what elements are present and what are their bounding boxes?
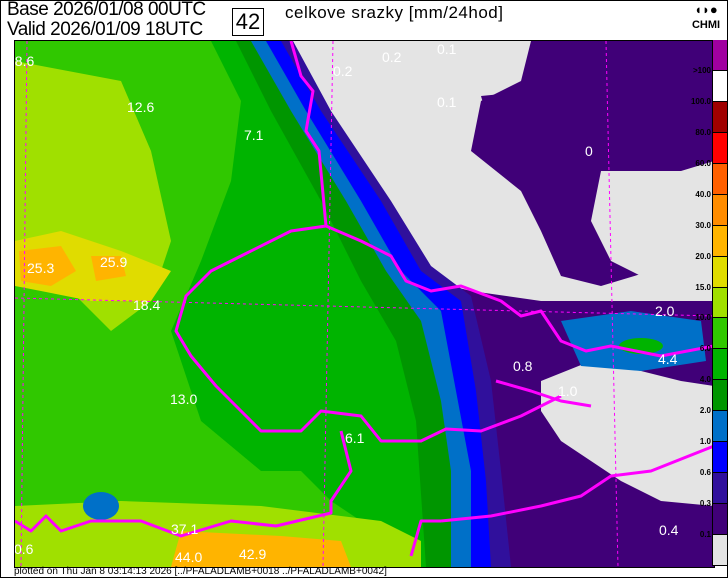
valid-label: Valid xyxy=(7,19,46,40)
plot-footer: plotted on Thu Jan 8 03:14:13 2026 [../P… xyxy=(14,566,387,577)
map-value-label: 25.9 xyxy=(100,254,128,270)
border-line xyxy=(409,519,441,557)
legend-swatch xyxy=(713,349,727,381)
map-value-label: 0.2 xyxy=(333,63,353,79)
country-borders xyxy=(15,41,714,557)
map-value-label: 0.6 xyxy=(14,541,34,557)
field-1.0-lake xyxy=(83,492,119,520)
legend-swatch xyxy=(713,40,727,71)
legend-label: 30.0 xyxy=(695,220,711,230)
field-20.0-south xyxy=(171,531,351,567)
map-value-label: 4.4 xyxy=(658,351,678,367)
graticule-line xyxy=(322,41,334,567)
valid-time: Valid 2026/01/09 18UTC xyxy=(7,20,203,40)
map-value-label: 0.1 xyxy=(437,94,457,110)
legend-label: 15.0 xyxy=(695,282,711,292)
legend-label: 0.3 xyxy=(699,499,711,509)
legend-label: 1.0 xyxy=(699,437,711,447)
legend-swatch xyxy=(713,287,727,319)
legend-label: 0.1 xyxy=(699,530,711,540)
base-time: Base 2026/01/08 00UTC xyxy=(7,0,206,20)
map-value-label: 18.6 xyxy=(14,53,35,69)
legend-label: 0.6 xyxy=(699,468,711,478)
color-legend: >100 100.0 80.0 60.0 40.0 30.0 20.0 15.0 10.0 6.0… xyxy=(691,40,727,566)
map-value-label: 0 xyxy=(585,143,593,159)
legend-label: 20.0 xyxy=(695,251,711,261)
legend-swatch xyxy=(713,70,727,102)
field-none-south xyxy=(541,361,714,506)
logo-text: CHMI xyxy=(691,19,721,31)
legend-swatch xyxy=(713,225,727,257)
border-line xyxy=(440,444,714,523)
field-20.0 xyxy=(19,246,76,286)
map-value-label: 0.8 xyxy=(513,358,533,374)
valid-time-value: 2026/01/09 18UTC xyxy=(50,19,203,40)
map-value-label: 0.2 xyxy=(382,49,402,65)
legend-label: 10.0 xyxy=(695,313,711,323)
field-none-east xyxy=(591,161,714,291)
legend-swatch xyxy=(713,101,727,133)
graticule-line xyxy=(20,41,28,567)
legend-swatch xyxy=(713,473,727,505)
map-value-label: 6.1 xyxy=(345,430,365,446)
legend-swatch xyxy=(713,132,727,164)
map-value-label: 0.1 xyxy=(437,41,457,57)
legend-swatch xyxy=(713,256,727,288)
field-0.1-ne xyxy=(581,61,706,151)
map-value-label: 12.6 xyxy=(127,99,155,115)
map-value-label: 13.0 xyxy=(170,391,198,407)
legend-swatch xyxy=(713,535,727,566)
border-line xyxy=(174,41,562,443)
chmi-logo: ◖◗● CHMI xyxy=(688,3,724,37)
map-value-label: 1.0 xyxy=(558,383,578,399)
map-svg xyxy=(15,41,714,567)
map-value-label: 2.0 xyxy=(655,303,675,319)
border-line xyxy=(495,379,592,408)
legend-swatch xyxy=(713,442,727,474)
map-title: celkove srazky [mm/24hod] xyxy=(285,3,504,22)
legend-swatch xyxy=(713,411,727,443)
map-value-label: 37.1 xyxy=(171,521,199,537)
legend-swatch xyxy=(713,194,727,226)
graticule-line xyxy=(15,297,714,317)
forecast-hour-box: 42 xyxy=(232,8,264,36)
map-value-label: 42.9 xyxy=(239,546,267,562)
border-line xyxy=(325,224,714,358)
legend-label: 6.0 xyxy=(699,344,711,354)
graticule-line xyxy=(605,41,619,567)
map-value-label: 0.4 xyxy=(659,522,679,538)
base-time-value: 2026/01/08 00UTC xyxy=(53,0,206,20)
field-none-north xyxy=(233,41,714,301)
legend-swatch xyxy=(713,504,727,536)
legend-swatch xyxy=(713,380,727,412)
border-line xyxy=(15,430,353,538)
legend-label: 4.0 xyxy=(699,375,711,385)
legend-label: 80.0 xyxy=(695,127,711,137)
map-value-label: 25.3 xyxy=(27,260,55,276)
field-20.0-b xyxy=(91,256,126,281)
graticule xyxy=(15,41,714,567)
logo-mark-icon: ◖◗● xyxy=(694,2,718,17)
legend-label: 100.0 xyxy=(690,96,711,106)
precipitation-map: 18.6 12.6 7.1 0.2 0.2 0.1 0.1 0 25.3 25.… xyxy=(14,40,715,568)
map-value-label: 7.1 xyxy=(244,127,264,143)
legend-swatch xyxy=(713,163,727,195)
field-0.1-blob xyxy=(481,91,561,211)
legend-label: 2.0 xyxy=(699,406,711,416)
map-value-label: 44.0 xyxy=(175,549,203,565)
base-label: Base xyxy=(7,0,49,20)
map-value-label: 18.4 xyxy=(133,297,161,313)
legend-label: 60.0 xyxy=(695,158,711,168)
legend-swatch xyxy=(713,318,727,350)
legend-label: 40.0 xyxy=(695,189,711,199)
legend-label: >100 xyxy=(692,65,711,75)
